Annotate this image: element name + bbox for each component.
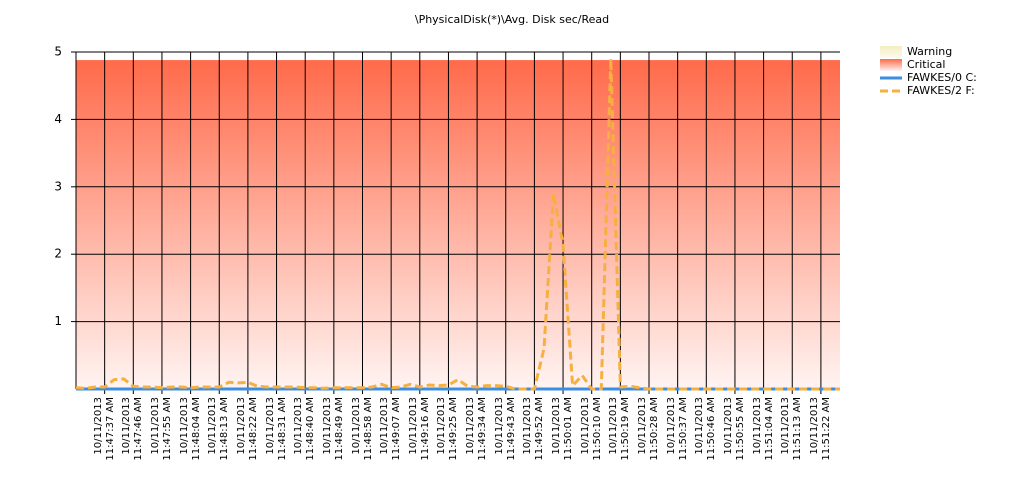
x-tick-label: 10/11/2013 11:48:22 AM <box>235 397 259 461</box>
series-line <box>75 57 840 391</box>
legend-swatch <box>880 46 902 58</box>
x-tick-label: 10/11/2013 11:50:28 AM <box>637 397 660 461</box>
x-tick-label: 10/11/2013 11:49:34 AM <box>465 397 489 461</box>
x-tick-label: 10/11/2013 11:48:58 AM <box>350 397 374 461</box>
x-tick-label: 10/11/2013 11:49:52 AM <box>522 397 546 461</box>
x-tick-label: 10/11/2013 11:48:31 AM <box>264 397 288 461</box>
y-tick-label: 3 <box>54 179 62 193</box>
x-tick-label: 10/11/2013 11:48:04 AM <box>178 397 202 461</box>
x-tick-label: 10/11/2013 11:48:49 AM <box>321 397 345 461</box>
x-tick-label: 10/11/2013 11:47:37 AM <box>92 397 116 461</box>
x-tick-label: 10/11/2013 11:49:16 AM <box>407 397 431 461</box>
legend-swatch <box>880 59 902 71</box>
y-tick-label: 5 <box>54 45 62 59</box>
x-tick-label: 10/11/2013 11:51:13 AM <box>780 397 804 461</box>
legend-label: FAWKES/0 C: <box>907 71 977 84</box>
critical-band <box>76 60 840 389</box>
y-tick-label: 1 <box>54 314 62 328</box>
x-tick-label: 10/11/2013 11:49:25 AM <box>436 397 460 461</box>
x-tick-label: 10/11/2013 11:50:01 AM <box>551 397 575 461</box>
x-tick-label: 10/11/2013 11:48:13 AM <box>207 397 231 461</box>
x-tick-label: 10/11/2013 11:51:04 AM <box>751 397 775 461</box>
x-tick-label: 10/11/2013 11:50:46 AM <box>694 397 718 461</box>
x-tick-label: 10/11/2013 11:50:19 AM <box>608 397 632 461</box>
chart-title: \PhysicalDisk(*)\Avg. Disk sec/Read <box>415 13 609 26</box>
x-tick-label: 10/11/2013 11:50:55 AM <box>722 397 746 461</box>
x-tick-label: 10/11/2013 11:48:40 AM <box>293 397 317 461</box>
y-tick-label: 2 <box>54 247 62 261</box>
x-tick-label: 10/11/2013 11:47:55 AM <box>149 397 173 461</box>
legend-label: Warning <box>907 45 952 58</box>
x-tick-label: 10/11/2013 11:50:10 AM <box>579 397 603 461</box>
x-tick-label: 10/11/2013 11:47:46 AM <box>121 397 145 461</box>
legend-label: FAWKES/2 F: <box>907 84 975 97</box>
x-tick-label: 10/11/2013 11:50:37 AM <box>665 397 689 461</box>
y-tick-label: 4 <box>54 112 62 126</box>
x-tick-label: 10/11/2013 11:51:22 AM <box>808 397 832 461</box>
legend-label: Critical <box>907 58 945 71</box>
x-tick-label: 10/11/2013 11:49:43 AM <box>493 397 517 461</box>
x-tick-label: 10/11/2013 11:49:07 AM <box>379 397 403 461</box>
